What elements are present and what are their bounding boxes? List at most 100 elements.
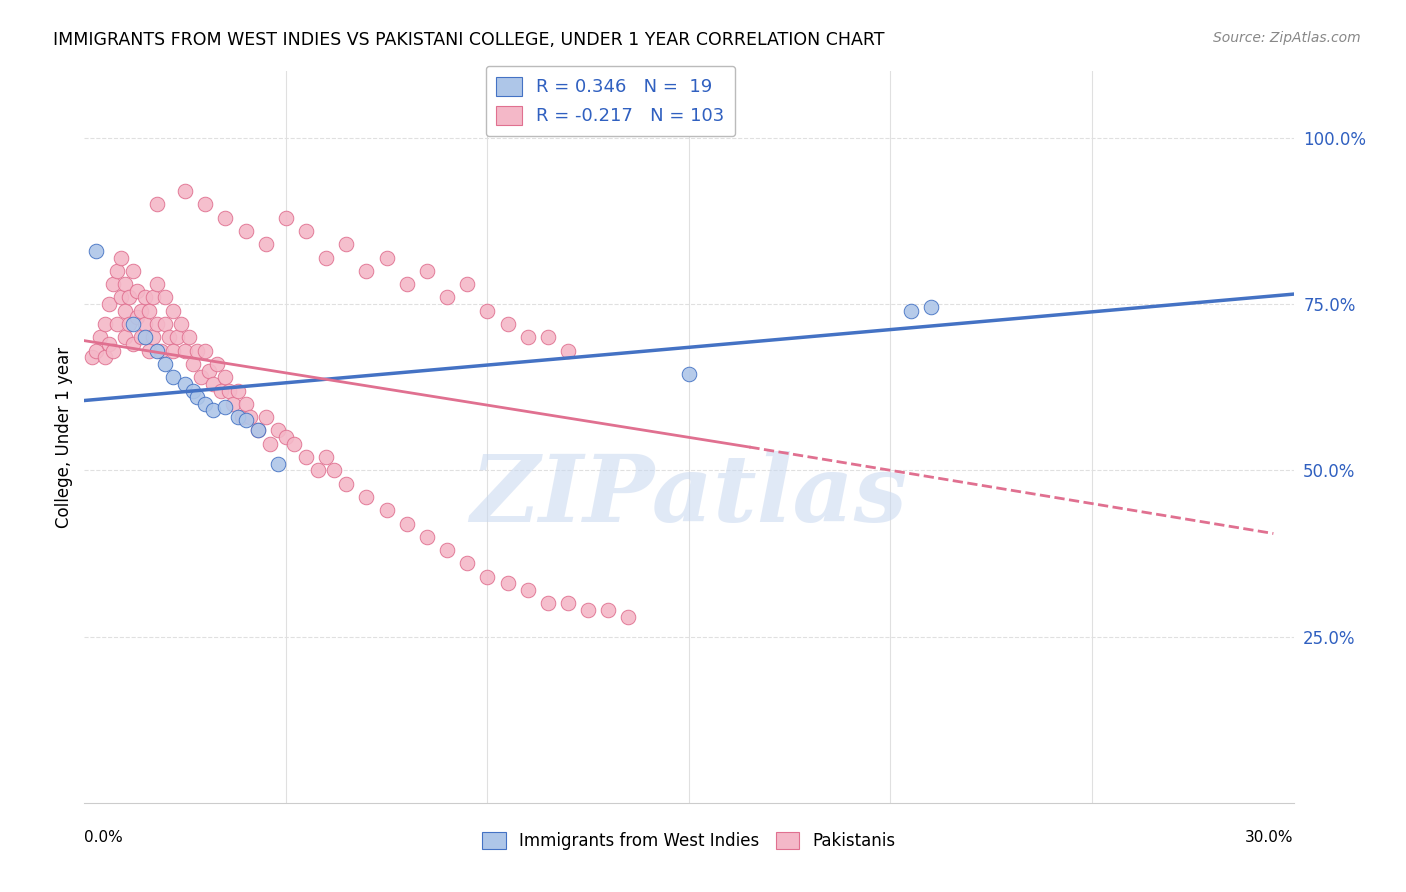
Point bbox=[254, 237, 277, 252]
Point bbox=[307, 463, 329, 477]
Point bbox=[86, 343, 108, 358]
Point bbox=[129, 330, 152, 344]
Point bbox=[166, 330, 188, 344]
Point bbox=[146, 343, 169, 358]
Point bbox=[496, 317, 519, 331]
Point bbox=[226, 410, 249, 425]
Text: Source: ZipAtlas.com: Source: ZipAtlas.com bbox=[1213, 31, 1361, 45]
Point bbox=[174, 343, 197, 358]
Point bbox=[678, 367, 700, 381]
Point bbox=[202, 376, 225, 391]
Point bbox=[235, 224, 257, 238]
Point bbox=[194, 397, 217, 411]
Point bbox=[153, 357, 176, 371]
Point bbox=[356, 264, 378, 278]
Point bbox=[557, 343, 579, 358]
Point bbox=[335, 237, 357, 252]
Point bbox=[125, 310, 148, 325]
Point bbox=[121, 317, 143, 331]
Point bbox=[97, 297, 120, 311]
Point bbox=[162, 370, 184, 384]
Point bbox=[97, 337, 120, 351]
Point bbox=[138, 303, 160, 318]
Point bbox=[138, 343, 160, 358]
Point bbox=[323, 463, 346, 477]
Text: ZIPatlas: ZIPatlas bbox=[471, 450, 907, 541]
Point bbox=[174, 376, 197, 391]
Point bbox=[235, 413, 257, 427]
Point bbox=[125, 284, 148, 298]
Point bbox=[174, 184, 197, 198]
Point bbox=[121, 264, 143, 278]
Point bbox=[516, 330, 538, 344]
Point bbox=[516, 582, 538, 597]
Point bbox=[537, 596, 560, 610]
Point bbox=[214, 370, 236, 384]
Point bbox=[598, 603, 620, 617]
Point bbox=[118, 317, 141, 331]
Point bbox=[395, 277, 418, 292]
Point bbox=[157, 330, 180, 344]
Point bbox=[416, 264, 439, 278]
Point bbox=[920, 301, 942, 315]
Point bbox=[146, 197, 169, 211]
Point bbox=[207, 357, 229, 371]
Point bbox=[395, 516, 418, 531]
Point bbox=[149, 343, 172, 358]
Point bbox=[456, 277, 478, 292]
Point bbox=[186, 343, 208, 358]
Point bbox=[114, 277, 136, 292]
Point bbox=[231, 410, 253, 425]
Point bbox=[179, 330, 201, 344]
Point bbox=[436, 543, 458, 558]
Point bbox=[114, 330, 136, 344]
Text: IMMIGRANTS FROM WEST INDIES VS PAKISTANI COLLEGE, UNDER 1 YEAR CORRELATION CHART: IMMIGRANTS FROM WEST INDIES VS PAKISTANI… bbox=[53, 31, 884, 49]
Point bbox=[295, 450, 318, 464]
Point bbox=[110, 251, 132, 265]
Point bbox=[86, 244, 108, 258]
Point bbox=[214, 400, 236, 414]
Point bbox=[121, 337, 143, 351]
Legend: Immigrants from West Indies, Pakistanis: Immigrants from West Indies, Pakistanis bbox=[475, 825, 903, 856]
Point bbox=[496, 576, 519, 591]
Point bbox=[186, 390, 208, 404]
Point bbox=[202, 403, 225, 417]
Point bbox=[226, 384, 249, 398]
Point bbox=[114, 303, 136, 318]
Point bbox=[142, 330, 165, 344]
Point bbox=[456, 557, 478, 571]
Point bbox=[315, 251, 337, 265]
Point bbox=[110, 290, 132, 304]
Point bbox=[170, 317, 193, 331]
Point bbox=[246, 424, 269, 438]
Point bbox=[162, 303, 184, 318]
Point bbox=[134, 330, 156, 344]
Point bbox=[218, 384, 240, 398]
Point bbox=[315, 450, 337, 464]
Point bbox=[274, 430, 297, 444]
Point bbox=[181, 384, 204, 398]
Point bbox=[194, 343, 217, 358]
Point bbox=[134, 290, 156, 304]
Point bbox=[436, 290, 458, 304]
Point bbox=[375, 503, 398, 517]
Point bbox=[239, 410, 262, 425]
Point bbox=[477, 570, 499, 584]
Point bbox=[142, 290, 165, 304]
Point bbox=[118, 290, 141, 304]
Point bbox=[235, 397, 257, 411]
Point bbox=[101, 277, 124, 292]
Point bbox=[254, 410, 277, 425]
Point bbox=[105, 264, 128, 278]
Point bbox=[198, 363, 221, 377]
Point bbox=[246, 424, 269, 438]
Point bbox=[82, 351, 104, 365]
Y-axis label: College, Under 1 year: College, Under 1 year bbox=[55, 346, 73, 528]
Point bbox=[93, 351, 115, 365]
Point bbox=[617, 609, 640, 624]
Point bbox=[259, 436, 281, 450]
Point bbox=[375, 251, 398, 265]
Point bbox=[900, 303, 922, 318]
Point bbox=[274, 211, 297, 225]
Point bbox=[356, 490, 378, 504]
